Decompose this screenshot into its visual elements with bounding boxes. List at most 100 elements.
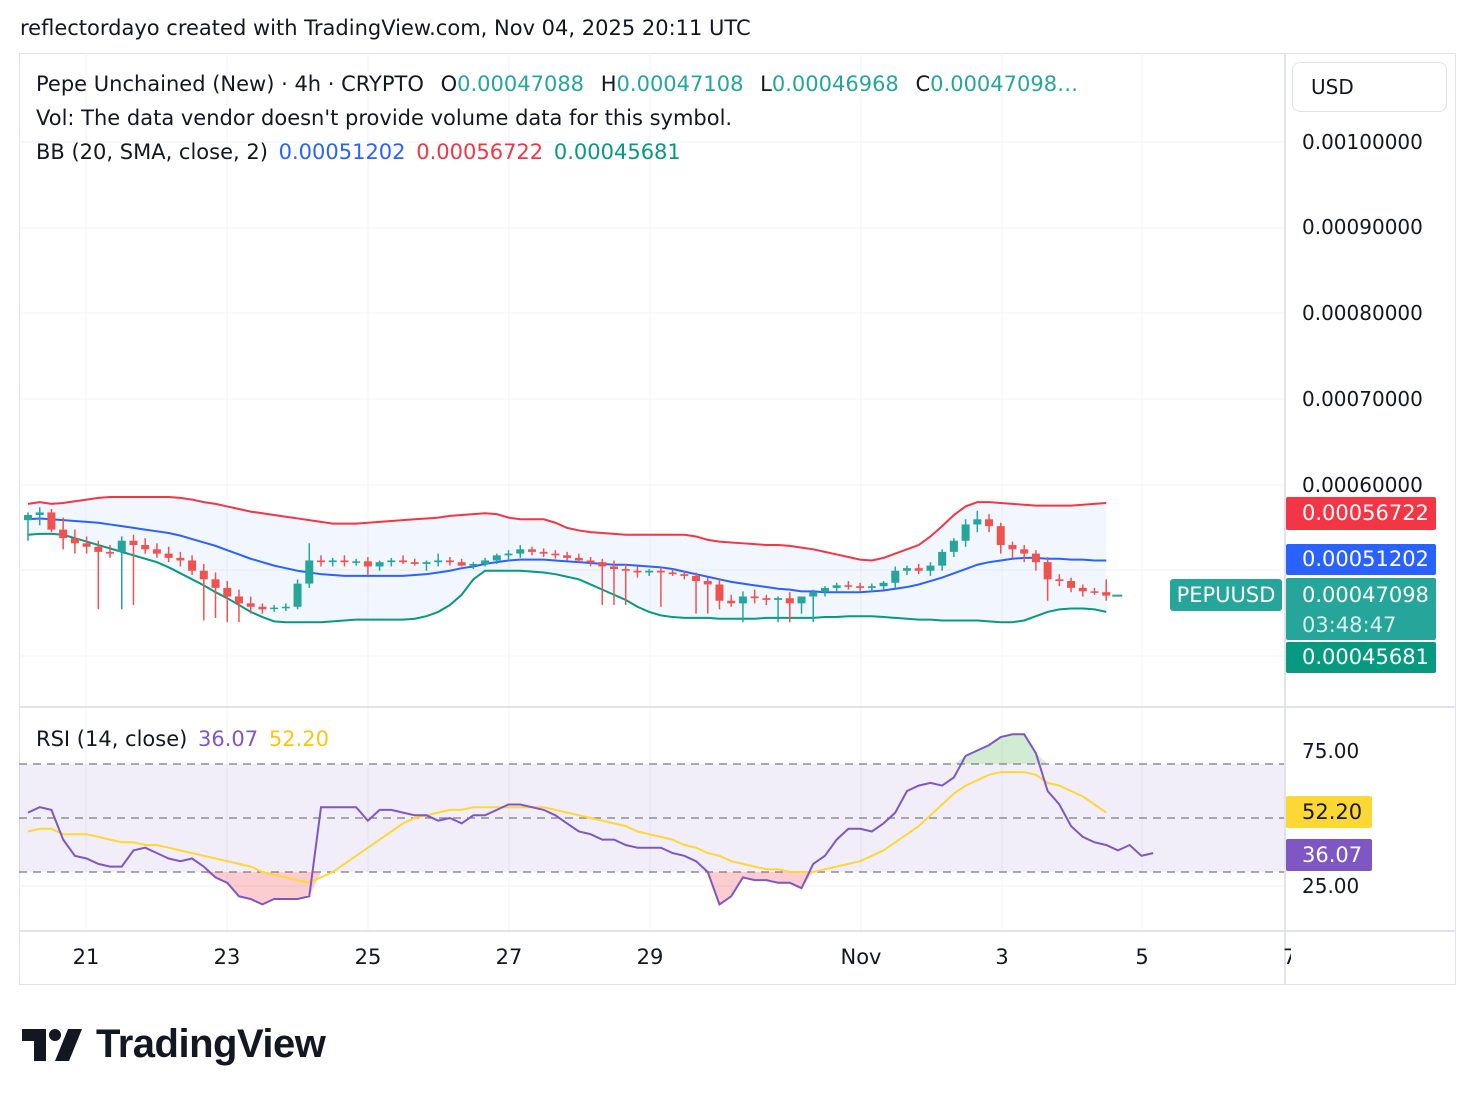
candle-body — [1078, 587, 1087, 592]
candle — [117, 536, 126, 610]
candle — [481, 557, 490, 567]
candle — [621, 563, 630, 606]
candle-body — [586, 560, 595, 563]
candle-body — [996, 526, 1005, 546]
candle-body — [797, 596, 806, 604]
candle — [891, 566, 900, 588]
candle — [586, 557, 595, 567]
candle-body — [258, 606, 267, 610]
candle-body — [1043, 562, 1052, 580]
candle — [70, 529, 79, 554]
candle-body — [820, 587, 829, 593]
rsi-tick: 75.00 — [1302, 739, 1360, 763]
candle-body — [844, 585, 853, 587]
candle — [879, 581, 888, 590]
candle — [656, 567, 665, 607]
candle-body — [281, 606, 290, 609]
candle-body — [656, 570, 665, 573]
candle — [410, 558, 419, 566]
chart-canvas[interactable] — [19, 53, 1456, 985]
rsi-tick: 25.00 — [1302, 874, 1360, 898]
candle — [270, 605, 279, 612]
candle — [141, 538, 150, 554]
tradingview-logo[interactable]: TradingView — [22, 1022, 326, 1067]
candle-body — [985, 519, 994, 527]
candle-body — [1020, 549, 1029, 554]
candle — [551, 550, 560, 559]
candle-body — [399, 560, 408, 563]
candle-body — [223, 587, 232, 597]
bb-lower-tag: 0.00045681 — [1286, 642, 1436, 673]
candle-body — [352, 561, 361, 563]
symbol-title[interactable]: Pepe Unchained (New) · 4h · CRYPTO — [36, 72, 424, 96]
candle-body — [926, 565, 935, 571]
candle-body — [106, 551, 115, 554]
time-label: Nov — [840, 945, 882, 969]
bb-legend[interactable]: BB (20, SMA, close, 2) 0.00051202 0.0005… — [36, 140, 681, 164]
candle — [469, 562, 478, 570]
candle-body — [1031, 553, 1040, 563]
close-label: C — [915, 72, 931, 96]
candle — [352, 558, 361, 566]
candle — [164, 546, 173, 563]
candle-body — [1102, 592, 1111, 596]
time-label: 5 — [1135, 945, 1149, 969]
candle-body — [914, 568, 923, 571]
candle-body — [891, 570, 900, 583]
candle — [820, 586, 829, 597]
candle — [680, 570, 689, 580]
candle — [387, 557, 396, 567]
candle — [24, 512, 32, 541]
open-label: O — [440, 72, 458, 96]
time-label: 7 — [1283, 945, 1291, 969]
currency-selector[interactable]: USD — [1292, 62, 1447, 112]
candle-body — [692, 575, 701, 582]
candle — [785, 592, 794, 623]
candle — [293, 579, 302, 610]
candle-body — [82, 543, 91, 547]
time-label: 29 — [636, 945, 664, 969]
candle — [985, 514, 994, 533]
candle-body — [328, 560, 337, 563]
candle-body — [738, 596, 747, 604]
candle — [445, 557, 454, 566]
candle-body — [1008, 545, 1017, 550]
candle-body — [188, 560, 197, 571]
candle-body — [469, 563, 478, 566]
price-tick: 0.00090000 — [1302, 215, 1423, 239]
low-label: L — [760, 72, 772, 96]
candle — [563, 551, 572, 561]
candle — [1067, 577, 1076, 593]
candle — [844, 581, 853, 590]
candle — [527, 546, 536, 556]
candle-body — [574, 557, 583, 561]
candle-body — [481, 560, 490, 564]
open-value: 0.00047088 — [457, 72, 585, 96]
rsi-tag: 36.07 — [1286, 839, 1372, 871]
candle — [422, 560, 431, 571]
rsi-oversold-fill — [28, 872, 1154, 905]
candle — [258, 603, 267, 614]
bb-lower-line — [27, 532, 1107, 624]
candle — [1020, 545, 1029, 563]
candle — [574, 553, 583, 563]
price-tick: 0.00060000 — [1302, 473, 1423, 497]
candle-body — [141, 545, 150, 550]
candle-body — [867, 586, 876, 588]
rsi-legend[interactable]: RSI (14, close) 36.07 52.20 — [36, 727, 329, 751]
candle-body — [633, 570, 642, 573]
candle-body — [59, 529, 68, 539]
candle-body — [117, 540, 126, 552]
candle-body — [762, 598, 771, 600]
candle — [305, 543, 314, 588]
time-label: 21 — [72, 945, 100, 969]
candle-body — [809, 592, 818, 597]
candle — [774, 596, 783, 623]
candle-body — [211, 579, 220, 588]
bb-upper-value: 0.00056722 — [416, 140, 544, 164]
candle — [692, 572, 701, 614]
candle-body — [270, 607, 279, 610]
candle-body — [774, 598, 783, 600]
volume-legend: Vol: The data vendor doesn't provide vol… — [36, 106, 733, 130]
candle-body — [750, 596, 759, 599]
